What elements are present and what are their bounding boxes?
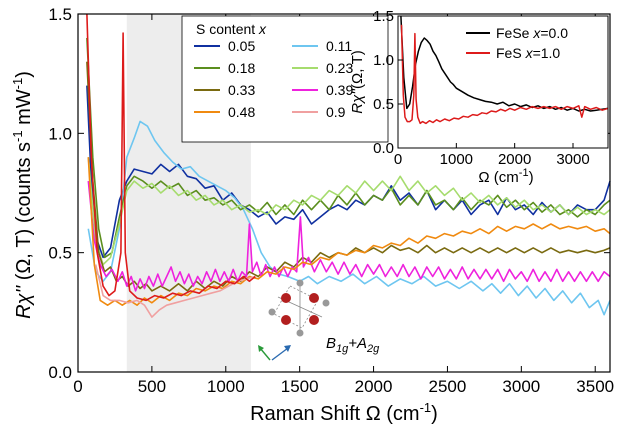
inset-legend-label-FeS: FeS x=1.0 (496, 45, 560, 61)
inset-y-axis-title: Rχ''(Ω, T) (349, 50, 366, 113)
crystal-atom-se (296, 329, 304, 337)
inset-x-tick-label: 1000 (440, 151, 473, 168)
inset-legend: FeSe x=0.0 FeS x=1.0 (466, 25, 568, 61)
blue-arrowhead (284, 345, 291, 352)
inset-series-group (400, 15, 609, 125)
crystal-atom-fe (281, 293, 291, 303)
main-plot-frame (77, 13, 611, 373)
inset-plot-frame (397, 15, 609, 149)
legend-box (181, 15, 389, 143)
legend-label-0-23: 0.23 (326, 60, 353, 76)
y-tick-label: 1.0 (48, 124, 72, 143)
x-tick-label: 3000 (502, 377, 540, 396)
inset-y-tick-label: 0.0 (373, 140, 394, 157)
main-y-axis-title: Rχ'' (Ω, T) (counts s-1 mW-1) (10, 71, 35, 319)
symmetry-annotation: B1g+A2g (326, 335, 380, 355)
crystal-structure-icon (268, 279, 330, 337)
green-arrowhead (258, 345, 264, 352)
x-tick-label: 0 (73, 377, 82, 396)
y-tick-label: 0.5 (48, 244, 72, 263)
inset-x-tick-label: 0 (394, 151, 402, 168)
legend-label-0-48: 0.48 (228, 104, 255, 120)
crystal-atom-fe (281, 315, 291, 325)
main-x-axis-title: Raman Shift Ω (cm-1) (250, 400, 438, 425)
inset-y-ticks: 0.0 0.5 1.0 1.5 (373, 8, 403, 157)
legend-label-0-05: 0.05 (228, 38, 255, 54)
x-tick-label: 500 (138, 377, 166, 396)
legend: S content x 0.05 0.11 0.18 0.23 0.33 0.39 0.48… (181, 15, 389, 143)
y-tick-label: 1.5 (48, 5, 72, 24)
series-line-0-11 (87, 120, 611, 316)
series-line-0-9 (94, 264, 256, 318)
inset-x-tick-label: 2000 (498, 151, 531, 168)
series-line-0-33 (86, 61, 611, 292)
main-x-ticks: 0 500 1000 1500 2000 2500 3000 3500 (73, 14, 614, 396)
inset-background (398, 16, 608, 148)
crystal-cell-outline (273, 285, 319, 329)
blue-arrow (271, 347, 289, 361)
inset-y-tick-label: 0.5 (373, 96, 394, 113)
x-tick-label: 3500 (576, 377, 614, 396)
inset-y-tick-label: 1.0 (373, 52, 394, 69)
inset-legend-label-FeSe: FeSe x=0.0 (496, 25, 568, 41)
legend-label-0-18: 0.18 (228, 60, 255, 76)
legend-label-0-33: 0.33 (228, 82, 255, 98)
inset-chart: 0 1000 2000 3000 0.0 0.5 1.0 1.5 Ω (cm-1) Rχ''… (349, 8, 609, 186)
legend-title: S content x (196, 21, 267, 37)
crystal-atom-fe (309, 315, 319, 325)
x-tick-label: 1000 (207, 377, 245, 396)
y-tick-label: 0.0 (48, 363, 72, 382)
crystal-atom-se (322, 299, 330, 307)
series-line-red-8 (86, 13, 256, 302)
legend-label-0-9: 0.9 (326, 104, 346, 120)
x-tick-label: 2000 (355, 377, 393, 396)
main-series-group (86, 13, 611, 318)
series-line-0-23 (87, 157, 611, 266)
inset-y-tick-label: 1.5 (373, 8, 394, 25)
series-line-0-18 (86, 37, 611, 259)
x-tick-label: 2500 (429, 377, 467, 396)
series-line-0-05 (86, 85, 611, 259)
crystal-atom-fe (309, 293, 319, 303)
inset-x-tick-label: 3000 (556, 151, 589, 168)
legend-label-0-39: 0.39 (326, 82, 353, 98)
main-y-ticks: 0.0 0.5 1.0 1.5 (48, 5, 610, 382)
inset-x-axis-title: Ω (cm-1) (478, 167, 533, 186)
polarization-arrows-icon (258, 345, 291, 361)
crystal-atom-se (296, 279, 304, 287)
inset-series-line-FeSe (400, 15, 609, 112)
inset-series-line-FeS (400, 24, 609, 125)
series-line-0-48 (87, 157, 611, 307)
series-line-0-39 (87, 181, 611, 292)
x-tick-label: 1500 (281, 377, 319, 396)
legend-items: 0.05 0.11 0.18 0.23 0.33 0.39 0.48 0.9 (194, 38, 353, 120)
green-arrow (259, 347, 271, 361)
legend-label-0-11: 0.11 (326, 38, 352, 54)
crystal-atom-se (268, 308, 276, 316)
inset-x-ticks: 0 1000 2000 3000 (394, 143, 590, 168)
